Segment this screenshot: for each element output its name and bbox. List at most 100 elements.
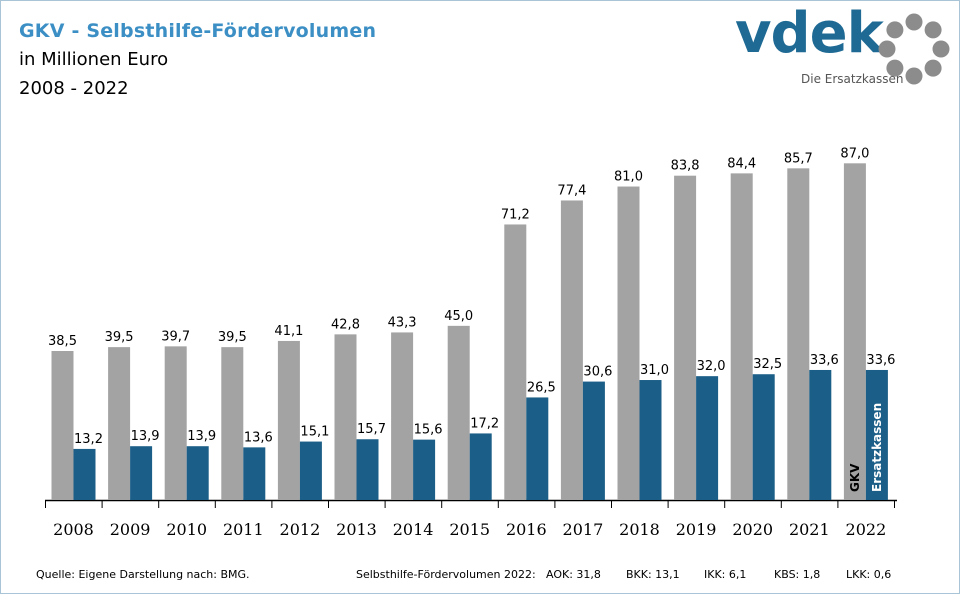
- bar-ersatzkassen: [186, 446, 209, 500]
- bar-ersatzkassen: [639, 380, 662, 500]
- bar-gkv: [391, 332, 414, 500]
- bar-gkv: [674, 175, 697, 500]
- logo-ring-dot: [886, 21, 904, 39]
- bar-gkv: [617, 186, 640, 500]
- logo-ring-dot: [886, 59, 904, 77]
- bar-ersatzkassen: [356, 439, 379, 500]
- logo-ring-dot: [905, 13, 923, 31]
- bar-gkv: [843, 163, 866, 500]
- bar-gkv: [504, 224, 527, 500]
- bar-ersatzkassen: [243, 447, 266, 500]
- data-label: 17,2: [470, 416, 499, 431]
- data-label: 13,6: [244, 430, 273, 445]
- data-label: 38,5: [48, 334, 77, 349]
- data-label: 33,6: [810, 353, 839, 368]
- data-label: 85,7: [784, 151, 813, 166]
- bar-gkv: [447, 325, 470, 500]
- logo-ring-dot: [878, 40, 896, 58]
- data-label: 83,8: [671, 159, 700, 174]
- breakdown-kbs: KBS: 1,8: [774, 568, 821, 581]
- x-tick-label: 2017: [563, 520, 604, 539]
- data-label: 45,0: [444, 309, 473, 324]
- data-label: 13,9: [131, 429, 160, 444]
- data-label: 15,7: [357, 422, 386, 437]
- series-label-gkv: GKV: [848, 463, 862, 492]
- chart-title: GKV - Selbsthilfe-Fördervolumen: [19, 20, 377, 42]
- x-tick-label: 2016: [506, 520, 547, 539]
- x-tick-label: 2021: [789, 520, 830, 539]
- data-label: 39,5: [218, 330, 247, 345]
- logo-ring-dot: [932, 40, 950, 58]
- x-tick-label: 2019: [676, 520, 717, 539]
- source-note: Quelle: Eigene Darstellung nach: BMG.: [36, 568, 250, 581]
- logo-wordmark: vdek: [735, 1, 884, 66]
- data-label: 39,7: [161, 329, 190, 344]
- bar-gkv: [108, 347, 131, 500]
- logo-tagline: Die Ersatzkassen: [801, 72, 904, 86]
- data-label: 31,0: [640, 363, 669, 378]
- x-tick-label: 2015: [449, 520, 490, 539]
- vdek-logo: vdek Die Ersatzkassen: [735, 6, 950, 92]
- series-label-ersatzkassen: Ersatzkassen: [870, 403, 884, 492]
- bar-ersatzkassen: [469, 433, 492, 500]
- x-tick-label: 2013: [336, 520, 377, 539]
- data-label: 26,5: [527, 380, 556, 395]
- data-label: 81,0: [614, 170, 643, 185]
- breakdown-bkk: BKK: 13,1: [626, 568, 680, 581]
- data-label: 15,6: [414, 423, 443, 438]
- data-label: 13,9: [187, 429, 216, 444]
- x-tick-label: 2022: [846, 520, 887, 539]
- bar-gkv: [560, 200, 583, 500]
- data-label: 71,2: [501, 207, 530, 222]
- bar-ersatzkassen: [526, 397, 549, 500]
- logo-ring-icon: [878, 13, 950, 85]
- breakdown-ikk: IKK: 6,1: [704, 568, 747, 581]
- bar-gkv: [277, 340, 300, 500]
- x-tick-label: 2008: [53, 520, 94, 539]
- data-label: 43,3: [388, 315, 417, 330]
- x-tick-label: 2018: [619, 520, 660, 539]
- x-tick-label: 2020: [732, 520, 773, 539]
- data-label: 42,8: [331, 317, 360, 332]
- data-label: 77,4: [557, 183, 586, 198]
- data-label: 32,0: [697, 359, 726, 374]
- data-label: 30,6: [583, 365, 612, 380]
- logo-ring-dot: [924, 21, 942, 39]
- chart-period: 2008 - 2022: [19, 78, 129, 99]
- bar-gkv: [164, 346, 187, 500]
- bar-ersatzkassen: [299, 441, 322, 500]
- bar-gkv: [221, 347, 244, 500]
- bar-ersatzkassen: [696, 376, 719, 500]
- x-tick-label: 2012: [280, 520, 321, 539]
- breakdown-aok: AOK: 31,8: [546, 568, 601, 581]
- bar-ersatzkassen: [582, 381, 605, 500]
- data-label: 84,4: [727, 156, 756, 171]
- bar-gkv: [787, 168, 810, 500]
- bar-gkv: [334, 334, 357, 500]
- logo-ring-dot: [924, 59, 942, 77]
- breakdown-lkk: LKK: 0,6: [846, 568, 892, 581]
- bar-ersatzkassen: [413, 439, 436, 500]
- x-tick-label: 2011: [223, 520, 264, 539]
- breakdown-label: Selbsthilfe-Fördervolumen 2022:: [356, 568, 536, 581]
- bar-ersatzkassen: [865, 369, 888, 500]
- chart-subtitle: in Millionen Euro: [19, 49, 169, 70]
- data-label: 41,1: [274, 324, 303, 339]
- bar-gkv: [730, 173, 753, 500]
- x-tick-label: 2014: [393, 520, 434, 539]
- data-label: 39,5: [105, 330, 134, 345]
- data-label: 15,1: [300, 425, 329, 440]
- data-label: 13,2: [74, 432, 103, 447]
- bar-gkv: [51, 351, 74, 500]
- x-tick-label: 2010: [166, 520, 207, 539]
- bar-ersatzkassen: [130, 446, 153, 500]
- x-tick-label: 2009: [110, 520, 151, 539]
- logo-ring-dot: [905, 67, 923, 85]
- bar-ersatzkassen: [809, 369, 832, 500]
- data-label: 33,6: [866, 353, 895, 368]
- bar-ersatzkassen: [752, 374, 775, 500]
- data-label: 32,5: [753, 357, 782, 372]
- bar-ersatzkassen: [73, 448, 96, 500]
- data-label: 87,0: [840, 146, 869, 161]
